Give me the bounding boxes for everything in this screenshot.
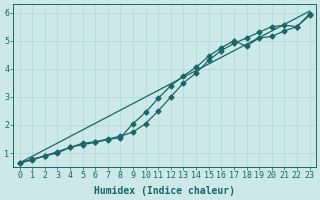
X-axis label: Humidex (Indice chaleur): Humidex (Indice chaleur) bbox=[94, 186, 235, 196]
